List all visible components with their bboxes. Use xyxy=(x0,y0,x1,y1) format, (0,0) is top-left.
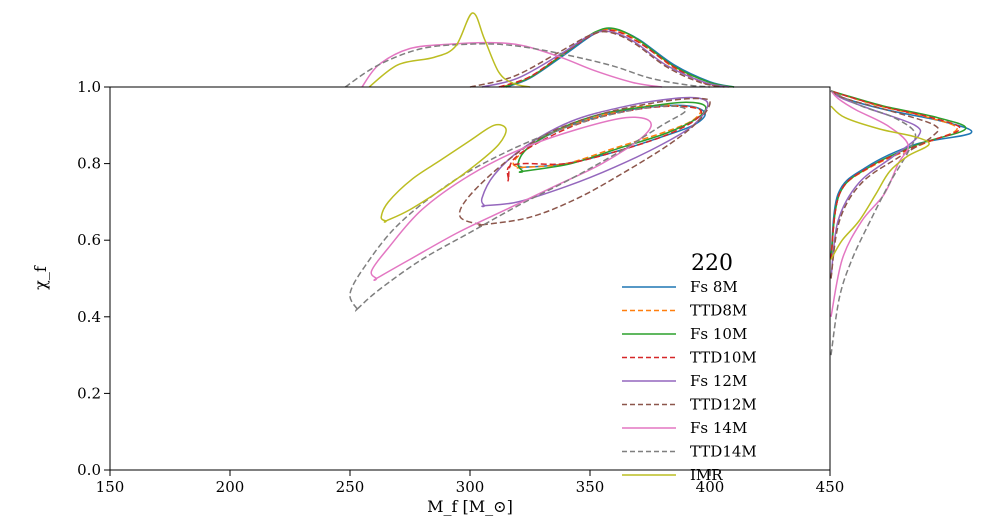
legend-entry-label: TTD10M xyxy=(690,349,757,367)
y-tick-label: 0.2 xyxy=(77,384,101,402)
contour-imr xyxy=(380,123,507,223)
x-tick-label: 350 xyxy=(576,478,605,496)
legend-entry-label: TTD12M xyxy=(690,396,757,414)
x-tick-label: 250 xyxy=(336,478,365,496)
y-tick-label: 0.4 xyxy=(77,308,101,326)
mf-marginal-ttd12m xyxy=(469,30,725,88)
x-axis-label: M_f [M_⊙] xyxy=(427,497,513,516)
legend: 220 Fs 8M TTD8M Fs 10M TTD10M Fs 12M TTD12M Fs… xyxy=(622,251,757,484)
y-tick-label: 0.6 xyxy=(77,231,101,249)
chi-marginal-panel xyxy=(830,90,973,356)
y-tick-label: 1.0 xyxy=(77,78,101,96)
legend-entry-label: Fs 10M xyxy=(690,325,747,343)
y-axis-label: χ_f xyxy=(31,265,50,290)
mf-marginal-fs-14m xyxy=(361,41,663,88)
x-tick-label: 450 xyxy=(816,478,845,496)
chi-marginal-fs-14m xyxy=(830,90,910,317)
legend-entry-label: TTD8M xyxy=(690,302,747,320)
contour-fs-14m xyxy=(370,116,652,281)
mf-marginal-ttd14m xyxy=(344,43,711,88)
contour-fs-12m xyxy=(480,96,709,208)
mf-marginal-imr xyxy=(368,12,531,88)
chi-marginal-fs-8m xyxy=(830,90,973,260)
x-axis: 150 200 250 300 350 400 450 xyxy=(96,470,845,496)
contour-ttd14m xyxy=(349,105,687,313)
contour-ttd8m xyxy=(512,104,702,169)
y-axis: 0.0 0.2 0.4 0.6 0.8 1.0 xyxy=(77,78,110,479)
mf-marginal-fs-12m xyxy=(481,30,730,88)
y-tick-label: 0.8 xyxy=(77,155,101,173)
contour-ttd12m xyxy=(458,97,711,227)
chi-marginal-fs-10m xyxy=(830,90,967,260)
x-tick-label: 150 xyxy=(96,478,125,496)
x-tick-label: 400 xyxy=(696,478,725,496)
y-tick-label: 0.0 xyxy=(77,461,101,479)
x-tick-label: 300 xyxy=(456,478,485,496)
mf-marginal-fs-10m xyxy=(503,27,735,88)
legend-entry-label: Fs 8M xyxy=(690,278,738,296)
contour-ttd10m xyxy=(506,105,703,182)
chi-marginal-imr xyxy=(830,105,930,260)
main-contour-panel xyxy=(349,96,711,313)
chi-marginal-ttd10m xyxy=(830,90,961,260)
chi-marginal-ttd14m xyxy=(830,90,917,356)
legend-title: 220 xyxy=(691,251,733,276)
mf-marginal-panel xyxy=(344,12,735,88)
legend-entry-label: IMR xyxy=(690,466,723,484)
chi-marginal-fs-12m xyxy=(830,90,922,279)
contour-fs-10m xyxy=(517,101,707,173)
legend-entry-label: Fs 12M xyxy=(690,372,747,390)
legend-entry-label: Fs 14M xyxy=(690,419,747,437)
x-tick-label: 200 xyxy=(216,478,245,496)
legend-entry-label: TTD14M xyxy=(690,443,757,461)
